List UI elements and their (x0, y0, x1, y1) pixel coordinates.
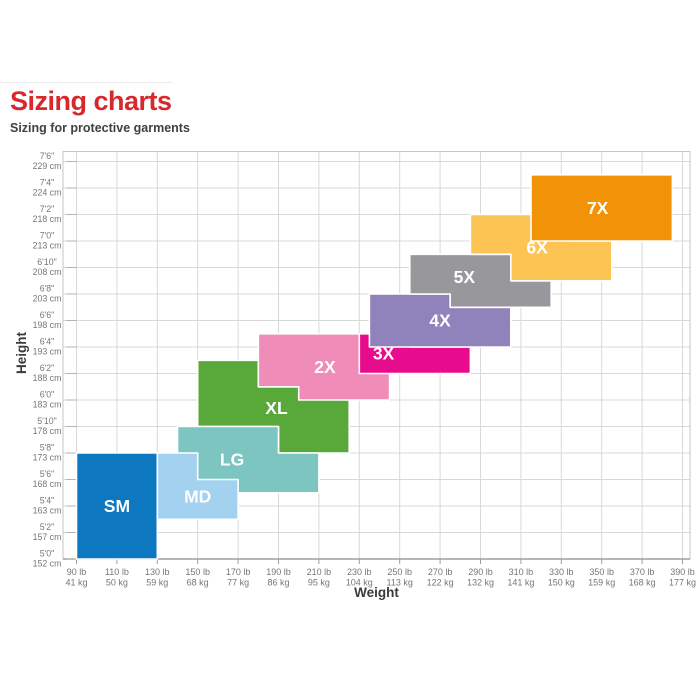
size-region-7x (530, 174, 674, 242)
y-tick-label: 6'8" 203 cm (33, 284, 62, 304)
size-region-md (156, 452, 239, 521)
y-tick-label: 6'10" 208 cm (33, 257, 62, 277)
y-tick-label: 7'4" 224 cm (33, 178, 62, 198)
y-tick-label: 6'4" 193 cm (33, 337, 62, 357)
x-tick-label: 90 lb 41 kg (65, 567, 87, 588)
x-tick-label: 150 lb 68 kg (185, 567, 210, 588)
x-tick-label: 190 lb 86 kg (266, 567, 291, 588)
size-label-4x: 4X (429, 311, 451, 331)
x-tick-label: 350 lb 159 kg (588, 567, 615, 588)
x-tick-label: 270 lb 122 kg (427, 567, 454, 588)
y-tick-label: 5'6" 168 cm (33, 469, 62, 489)
y-tick-label: 6'2" 188 cm (33, 363, 62, 383)
y-tick-label: 7'2" 218 cm (33, 204, 62, 224)
x-tick-label: 330 lb 150 kg (548, 567, 575, 588)
size-label-md: MD (184, 487, 211, 507)
y-tick-label: 6'6" 198 cm (33, 310, 62, 330)
size-label-7x: 7X (587, 198, 609, 218)
y-tick-label: 7'6" 229 cm (33, 151, 62, 171)
size-label-lg: LG (220, 450, 244, 470)
size-region-sm (75, 452, 159, 560)
size-label-5x: 5X (454, 267, 476, 287)
y-tick-label: 5'2" 157 cm (33, 522, 62, 542)
y-tick-label: 6'0" 183 cm (33, 390, 62, 410)
x-tick-label: 230 lb 104 kg (346, 567, 373, 588)
size-label-3x: 3X (373, 344, 395, 364)
size-label-6x: 6X (526, 238, 548, 258)
size-label-2x: 2X (314, 357, 336, 377)
x-tick-label: 250 lb 113 kg (387, 567, 413, 588)
x-tick-label: 130 lb 59 kg (145, 567, 170, 588)
page-title: Sizing charts (10, 86, 172, 116)
y-tick-label: 5'8" 173 cm (33, 443, 62, 463)
top-divider (0, 82, 173, 83)
y-tick-label: 5'0" 152 cm (33, 549, 62, 569)
page-subtitle: Sizing for protective garments (10, 121, 190, 135)
x-tick-label: 290 lb 132 kg (467, 567, 494, 588)
y-axis-title: Height (14, 332, 29, 374)
x-axis-title: Weight (354, 585, 399, 600)
size-label-xl: XL (265, 398, 288, 418)
y-tick-label: 7'0" 213 cm (33, 231, 62, 251)
x-tick-label: 370 lb 168 kg (629, 567, 656, 588)
size-label-sm: SM (104, 496, 130, 516)
x-tick-label: 210 lb 95 kg (307, 567, 332, 588)
x-tick-label: 390 lb 177 kg (669, 567, 696, 588)
x-tick-label: 310 lb 141 kg (507, 567, 534, 588)
y-tick-label: 5'4" 163 cm (33, 496, 62, 516)
x-tick-label: 170 lb 77 kg (226, 567, 251, 588)
y-tick-label: 5'10" 178 cm (33, 416, 62, 436)
x-tick-label: 110 lb 50 kg (105, 567, 129, 588)
